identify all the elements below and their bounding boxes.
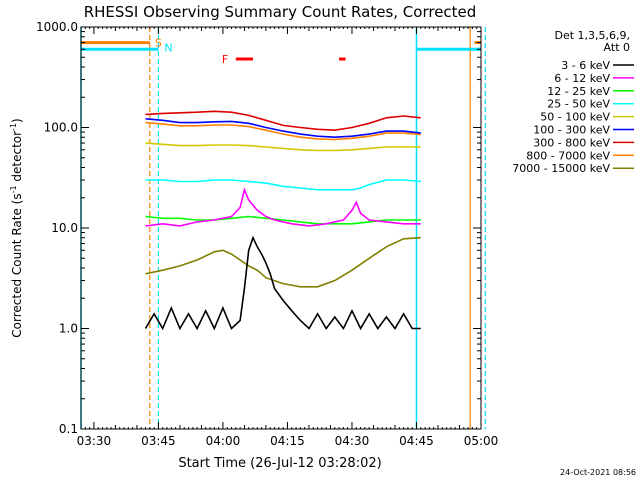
observing-annotations: S N F — [80, 27, 486, 429]
series-line — [145, 110, 421, 132]
y-tick-label: 100.0 — [44, 121, 78, 135]
y-tick-label: 1.0 — [59, 322, 78, 336]
series-layer — [144, 110, 421, 331]
y-axis-label-part: Corrected Count Rate (s — [10, 193, 24, 337]
series-line — [145, 118, 421, 139]
legend-item-label: 300 - 800 keV — [533, 136, 610, 149]
x-tick-label: 04:15 — [270, 434, 305, 448]
x-tick-label: 03:30 — [77, 434, 112, 448]
y-axis-label: Corrected Count Rate (s-1 detector-1) — [9, 118, 24, 337]
legend-item-label: 50 - 100 keV — [540, 111, 610, 124]
y-tick-label: 1000.0 — [36, 20, 78, 34]
legend-item-label: 3 - 6 keV — [561, 59, 610, 72]
series-line — [144, 235, 421, 331]
series-line — [145, 187, 421, 227]
legend-item-label: 800 - 7000 keV — [526, 149, 610, 162]
chart-title: RHESSI Observing Summary Count Rates, Co… — [84, 3, 477, 21]
x-tick-label: 03:45 — [141, 434, 176, 448]
legend-item-label: 12 - 25 keV — [547, 85, 610, 98]
x-axis-label: Start Time (26-Jul-12 03:28:02) — [178, 456, 381, 471]
flare-label: F — [222, 53, 228, 66]
y-tick-label: 0.1 — [59, 422, 78, 436]
legend-header-line2: Att 0 — [604, 41, 630, 54]
x-axis: 03:30 03:45 04:00 04:15 04:30 04:45 05:00 — [77, 27, 499, 448]
series-line — [145, 121, 421, 141]
y-axis-label-part: detector — [10, 131, 24, 186]
x-tick-label: 04:00 — [206, 434, 241, 448]
series-line — [145, 236, 421, 288]
y-axis-label-sup: -1 — [9, 123, 18, 131]
saa-label: S — [155, 37, 162, 50]
legend-item-label: 100 - 300 keV — [533, 124, 610, 137]
y-tick-label: 10.0 — [51, 221, 78, 235]
footer-timestamp: 24-Oct-2021 08:56 — [560, 468, 636, 477]
night-label: N — [164, 41, 172, 54]
x-tick-label: 04:30 — [335, 434, 370, 448]
series-line — [145, 179, 421, 191]
legend-item-label: 6 - 12 keV — [554, 72, 610, 85]
legend-item-label: 25 - 50 keV — [547, 98, 610, 111]
x-tick-label: 04:45 — [399, 434, 434, 448]
y-axis-label-part: ) — [10, 118, 24, 123]
legend-item-label: 7000 - 15000 keV — [512, 162, 610, 175]
legend-header-line1: Det 1,3,5,6,9, — [554, 29, 630, 42]
y-axis: 1000.0 100.0 10.0 1.0 0.1 — [36, 20, 481, 436]
series-line — [145, 142, 421, 152]
x-tick-label: 05:00 — [464, 434, 499, 448]
y-axis-label-sup: -1 — [9, 185, 18, 193]
